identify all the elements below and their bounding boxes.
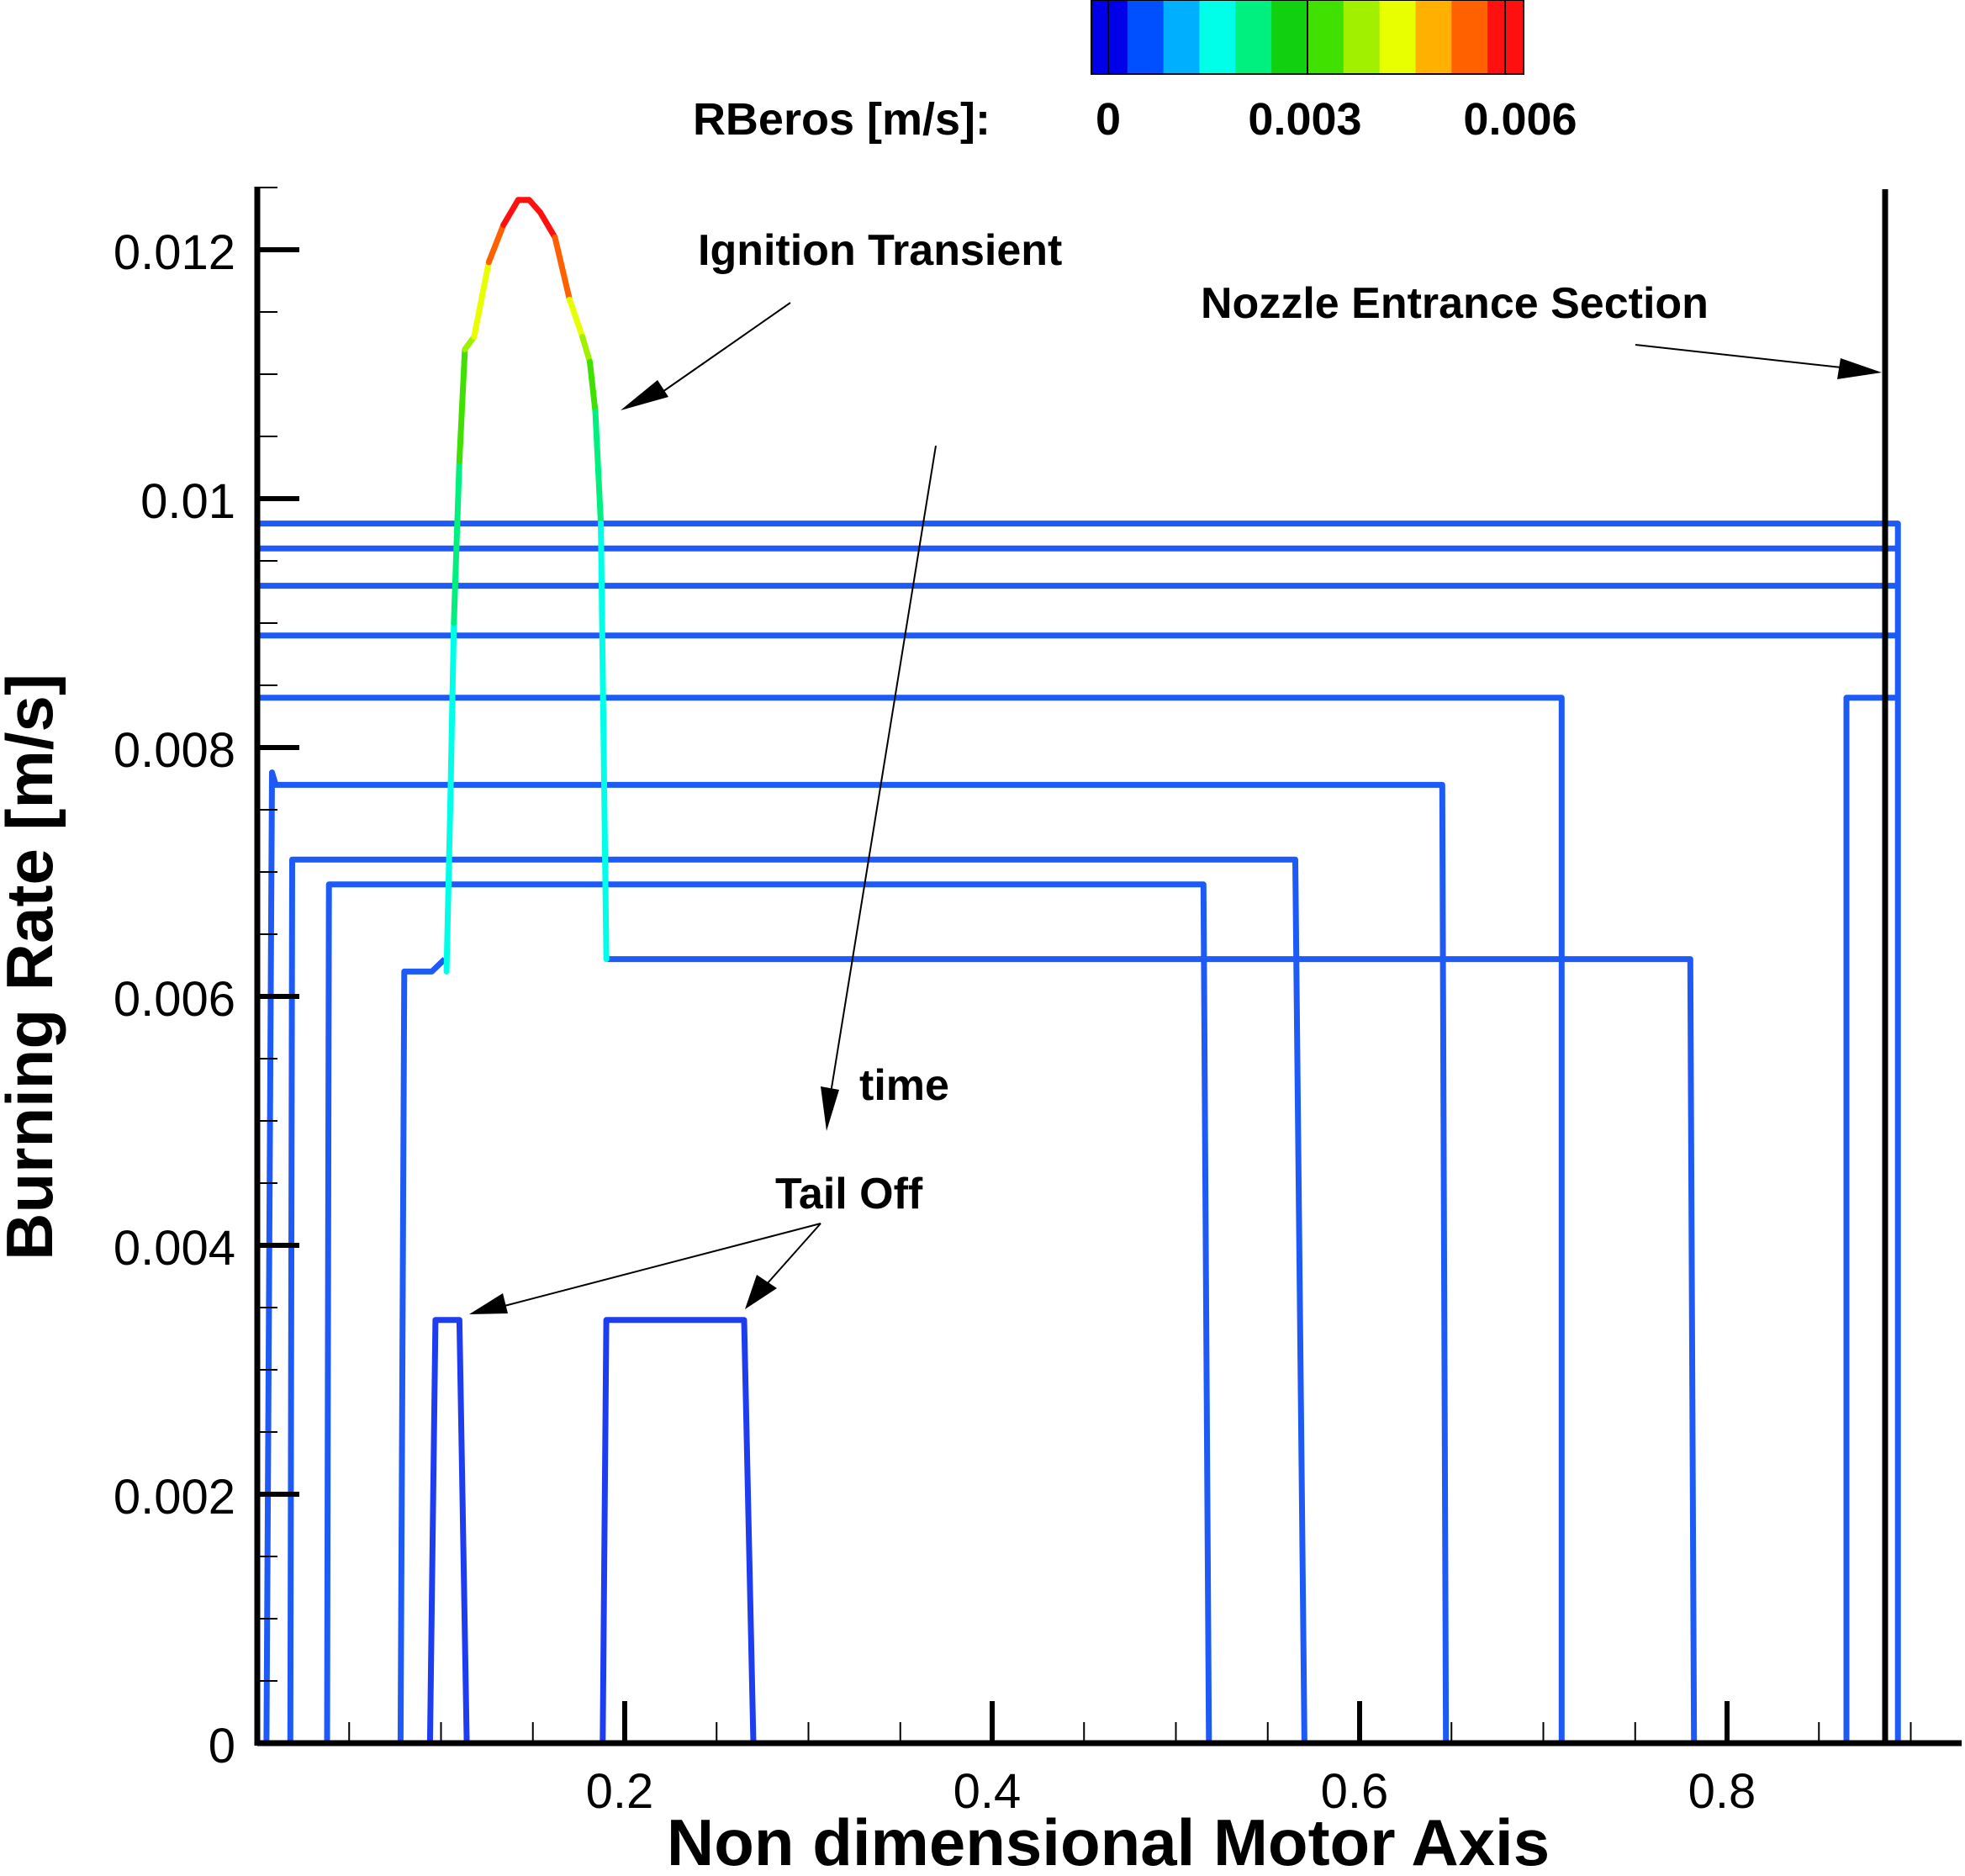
y-tick-label-4: 0.008 bbox=[114, 723, 235, 778]
colorbar-band-9 bbox=[1415, 0, 1452, 74]
y-tick-label-3: 0.006 bbox=[114, 972, 235, 1027]
series-layer bbox=[254, 521, 1901, 1744]
colorbar-band-3 bbox=[1199, 0, 1236, 74]
arrowhead-time bbox=[821, 1086, 839, 1131]
colorbar-band-10 bbox=[1451, 0, 1488, 74]
arrow-tail-off-left bbox=[504, 1223, 821, 1307]
colorbar-band-6 bbox=[1307, 0, 1344, 74]
ignition-segment-14 bbox=[586, 358, 599, 415]
colorbar-tick-2: 0.006 bbox=[1463, 94, 1577, 145]
y-axis-title: Burning Rate [m/s] bbox=[0, 674, 66, 1260]
series-line-7 bbox=[287, 856, 1307, 1744]
colorbar-band-4 bbox=[1235, 0, 1272, 74]
ignition-segment-16 bbox=[598, 521, 610, 963]
y-tick-label-6: 0.012 bbox=[114, 225, 235, 280]
arrow-tail-off-right bbox=[766, 1223, 821, 1285]
colorbar-band-7 bbox=[1343, 0, 1381, 74]
x-axis-title: Non dimensional Motor Axis bbox=[667, 1805, 1550, 1876]
annotation-nozzle-entrance: Nozzle Entrance Section bbox=[1201, 279, 1709, 328]
ignition-segment-0 bbox=[443, 806, 453, 975]
arrowhead-tail-off-right bbox=[745, 1275, 777, 1309]
ignition-segment-5 bbox=[471, 259, 492, 341]
series-line-0 bbox=[257, 521, 1901, 1743]
ignition-segment-10 bbox=[536, 209, 558, 240]
arrow-time bbox=[830, 445, 937, 1094]
y-tick-label-1: 0.002 bbox=[114, 1470, 235, 1525]
arrowhead-nozzle bbox=[1837, 358, 1882, 379]
x-tick-labels: 0.2 0.4 0.6 0.8 bbox=[586, 1764, 1756, 1819]
arrowhead-tail-off-left bbox=[469, 1293, 508, 1314]
colorbar-band-0 bbox=[1091, 0, 1128, 74]
colorbar-frame bbox=[1091, 0, 1524, 75]
ignition-segment-13 bbox=[579, 334, 593, 365]
series-line-12 bbox=[600, 1317, 757, 1744]
y-tick-label-0: 0 bbox=[209, 1719, 235, 1773]
arrowhead-ignition bbox=[621, 380, 668, 410]
colorbar-band-8 bbox=[1379, 0, 1416, 74]
series-line-11 bbox=[426, 1317, 470, 1744]
y-tick-labels: 0 0.002 0.004 0.006 0.008 0.01 0.012 bbox=[114, 225, 235, 1773]
colorbar-band-2 bbox=[1163, 0, 1200, 74]
colorbar-band-1 bbox=[1127, 0, 1165, 74]
ignition-segment-7 bbox=[500, 197, 521, 228]
ignition-segment-12 bbox=[566, 296, 586, 341]
y-tick-label-2: 0.004 bbox=[114, 1221, 235, 1276]
annotation-tail-off: Tail Off bbox=[775, 1170, 923, 1218]
ignition-curve bbox=[443, 197, 610, 975]
series-line-8 bbox=[324, 881, 1212, 1744]
x-tick-label-1: 0.4 bbox=[953, 1764, 1022, 1819]
y-tick-label-5: 0.01 bbox=[140, 474, 235, 529]
series-line-5 bbox=[1843, 695, 1899, 1743]
series-line-10 bbox=[606, 956, 1698, 1744]
ignition-segment-11 bbox=[552, 234, 573, 303]
colorbar-tick-0: 0 bbox=[1096, 94, 1121, 145]
x-ticks bbox=[348, 1701, 1912, 1743]
annotation-time: time bbox=[859, 1061, 949, 1110]
colorbar-band-5 bbox=[1271, 0, 1308, 74]
arrow-ignition bbox=[651, 302, 791, 400]
series-line-9 bbox=[397, 957, 447, 1744]
ignition-segment-15 bbox=[592, 408, 605, 527]
series-line-6 bbox=[263, 769, 1450, 1744]
axes bbox=[254, 187, 1962, 1747]
x-tick-label-3: 0.8 bbox=[1688, 1764, 1756, 1819]
ignition-segment-1 bbox=[446, 620, 457, 813]
colorbar-label: RBeros [m/s]: bbox=[693, 94, 990, 145]
arrow-nozzle bbox=[1635, 344, 1842, 368]
y-ticks bbox=[257, 187, 299, 1746]
x-tick-label-0: 0.2 bbox=[586, 1764, 654, 1819]
colorbar-tick-1: 0.003 bbox=[1248, 94, 1361, 145]
ignition-segment-6 bbox=[485, 221, 507, 266]
ignition-segment-2 bbox=[451, 458, 462, 626]
ignition-segment-3 bbox=[456, 346, 468, 465]
annotation-ignition-transient: Ignition Transient bbox=[698, 226, 1062, 275]
colorbar: RBeros [m/s]: 0 0.003 0.006 bbox=[693, 0, 1577, 145]
x-tick-label-2: 0.6 bbox=[1321, 1764, 1389, 1819]
